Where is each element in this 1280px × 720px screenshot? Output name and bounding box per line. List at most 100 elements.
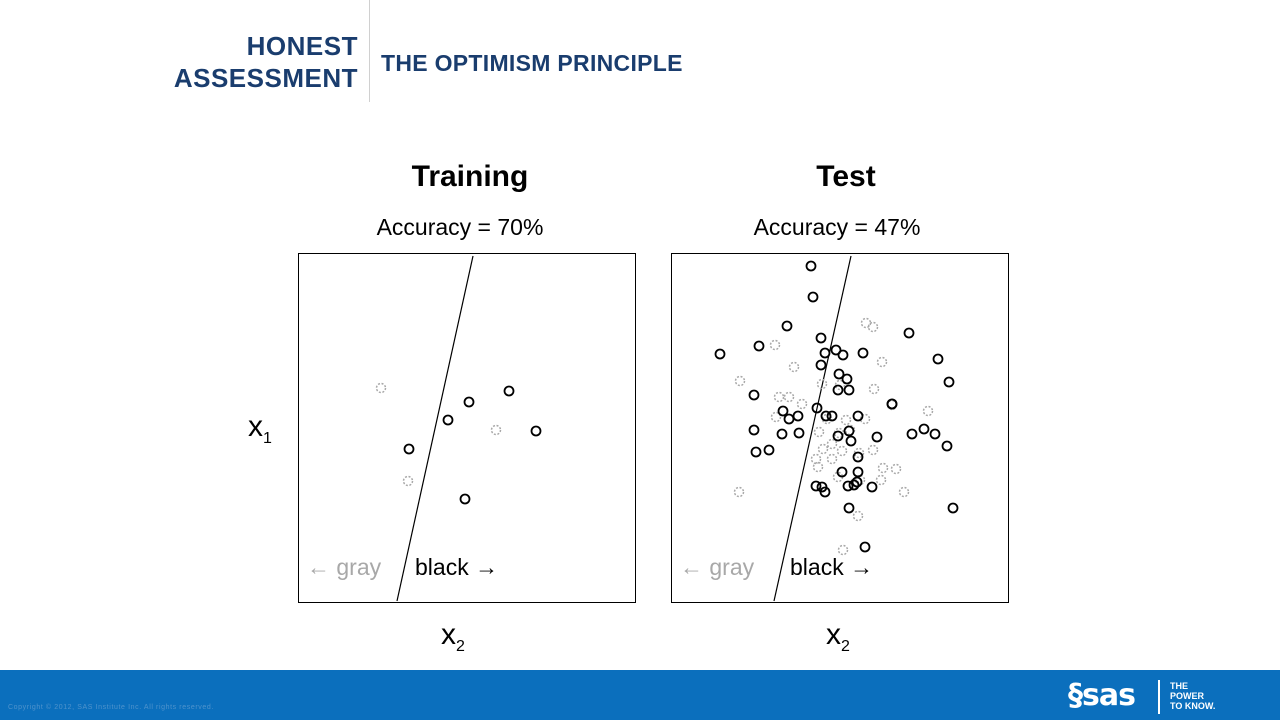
test-black-point: [781, 320, 793, 332]
test-black-point: [748, 424, 760, 436]
test-black-label: black →: [790, 554, 874, 580]
test-black-point: [753, 340, 765, 352]
test-black-point: [807, 291, 819, 303]
test-black-point: [871, 431, 883, 443]
training-title: Training: [411, 160, 529, 193]
test-gray-point: [890, 463, 902, 475]
test-plot: ← gray black →: [671, 253, 1009, 603]
section-title-line1: HONEST: [246, 31, 358, 61]
test-black-point: [906, 428, 918, 440]
test-decision-boundary: [773, 255, 852, 602]
test-gray-point: [854, 474, 866, 486]
test-black-point: [832, 430, 844, 442]
test-black-point: [783, 413, 795, 425]
test-black-point: [848, 479, 860, 491]
test-black-point: [826, 410, 838, 422]
test-black-point: [852, 410, 864, 422]
test-black-point: [792, 410, 804, 422]
training-decision-boundary: [396, 255, 474, 602]
training-black-point: [442, 414, 454, 426]
sas-logo-tagline: THE POWER TO KNOW.: [1170, 681, 1215, 711]
test-gray-point: [852, 510, 864, 522]
test-gray-point: [867, 321, 879, 333]
test-gray-point: [867, 444, 879, 456]
test-x-label-sub: 2: [841, 638, 850, 655]
test-black-point: [763, 444, 775, 456]
test-gray-point: [734, 375, 746, 387]
test-gray-label: ← gray: [680, 554, 755, 580]
y-axis-label-sub: 1: [263, 430, 272, 447]
training-x-label-text: x: [441, 618, 456, 651]
training-black-point: [459, 493, 471, 505]
test-gray-point: [922, 405, 934, 417]
test-black-point: [859, 541, 871, 553]
test-black-point: [793, 427, 805, 439]
tagline-line1: THE: [1170, 681, 1188, 691]
sas-logo-divider: [1158, 680, 1160, 714]
test-black-point: [811, 402, 823, 414]
test-gray-point: [796, 398, 808, 410]
training-x-axis-label: x2: [441, 618, 465, 656]
training-black-point: [503, 385, 515, 397]
test-gray-point: [821, 413, 833, 425]
training-black-point: [403, 443, 415, 455]
training-gray-label: ← gray: [307, 554, 382, 580]
section-title-line2: ASSESSMENT: [173, 63, 358, 93]
test-gray-point: [783, 391, 795, 403]
test-black-point: [820, 410, 832, 422]
y-axis-label-text: x: [248, 410, 263, 443]
test-gray-point: [853, 447, 865, 459]
test-gray-point: [788, 361, 800, 373]
test-gray-point: [812, 461, 824, 473]
test-black-point: [832, 384, 844, 396]
test-x-label-text: x: [826, 618, 841, 651]
slide-title: THE OPTIMISM PRINCIPLE: [381, 50, 683, 76]
test-black-point: [941, 440, 953, 452]
test-black-point: [852, 451, 864, 463]
sas-logo-wordmark: §sas: [1068, 678, 1136, 713]
training-black-point: [530, 425, 542, 437]
test-gray-point: [816, 378, 828, 390]
test-scatter: [714, 255, 959, 602]
test-black-point: [815, 359, 827, 371]
test-black-point: [837, 349, 849, 361]
copyright-text: Copyright © 2012, SAS Institute Inc. All…: [8, 704, 214, 711]
test-gray-point: [840, 414, 852, 426]
test-gray-point: [769, 339, 781, 351]
test-gray-point: [833, 427, 845, 439]
test-gray-point: [837, 544, 849, 556]
test-gray-point: [813, 426, 825, 438]
test-gray-point: [876, 356, 888, 368]
test-gray-point: [826, 453, 838, 465]
test-black-point: [714, 348, 726, 360]
test-black-point: [843, 384, 855, 396]
sas-logo: §sas THE POWER TO KNOW.: [1068, 678, 1268, 716]
test-accuracy: Accuracy = 47%: [753, 214, 921, 240]
test-gray-point: [859, 413, 871, 425]
header-divider: [369, 0, 370, 102]
test-black-point: [833, 368, 845, 380]
test-gray-point: [834, 379, 846, 391]
test-black-point: [819, 486, 831, 498]
test-gray-point: [836, 445, 848, 457]
test-gray-point: [898, 486, 910, 498]
training-gray-point: [375, 382, 387, 394]
training-black-point: [463, 396, 475, 408]
test-gray-point: [817, 443, 829, 455]
test-title: Test: [816, 160, 876, 193]
test-black-point: [843, 425, 855, 437]
footer-bar: Copyright © 2012, SAS Institute Inc. All…: [0, 670, 1280, 720]
test-black-point: [943, 376, 955, 388]
test-x-axis-label: x2: [826, 618, 850, 656]
test-gray-point: [844, 424, 856, 436]
tagline-line2: POWER: [1170, 691, 1205, 701]
test-gray-point: [868, 383, 880, 395]
test-black-point: [918, 423, 930, 435]
test-black-point: [748, 389, 760, 401]
training-black-label: black →: [415, 554, 499, 580]
test-gray-point: [877, 462, 889, 474]
test-black-point: [903, 327, 915, 339]
test-black-point: [852, 466, 864, 478]
test-gray-point: [770, 411, 782, 423]
test-black-point: [819, 347, 831, 359]
